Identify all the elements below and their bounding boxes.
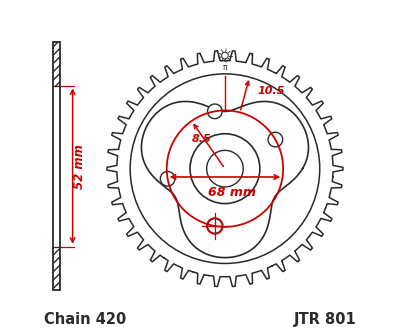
Polygon shape (107, 51, 343, 287)
Text: 68 mm: 68 mm (208, 186, 256, 199)
Circle shape (130, 74, 320, 264)
Circle shape (222, 52, 228, 59)
Bar (53, 42, 60, 86)
Circle shape (208, 219, 222, 233)
Bar (53, 42, 60, 290)
Text: 8.5: 8.5 (192, 134, 212, 144)
Text: π: π (223, 63, 227, 72)
Bar (53, 247, 60, 290)
Text: 10.5: 10.5 (258, 87, 285, 97)
Bar (53, 86, 60, 247)
Text: JTR 801: JTR 801 (294, 312, 356, 327)
Bar (53, 42, 60, 290)
Polygon shape (142, 102, 308, 258)
Text: Chain 420: Chain 420 (44, 312, 126, 327)
Circle shape (207, 150, 243, 187)
Circle shape (190, 134, 260, 204)
Circle shape (160, 171, 175, 186)
Text: 52 mm: 52 mm (74, 144, 86, 189)
Circle shape (208, 104, 222, 119)
Circle shape (268, 132, 283, 147)
